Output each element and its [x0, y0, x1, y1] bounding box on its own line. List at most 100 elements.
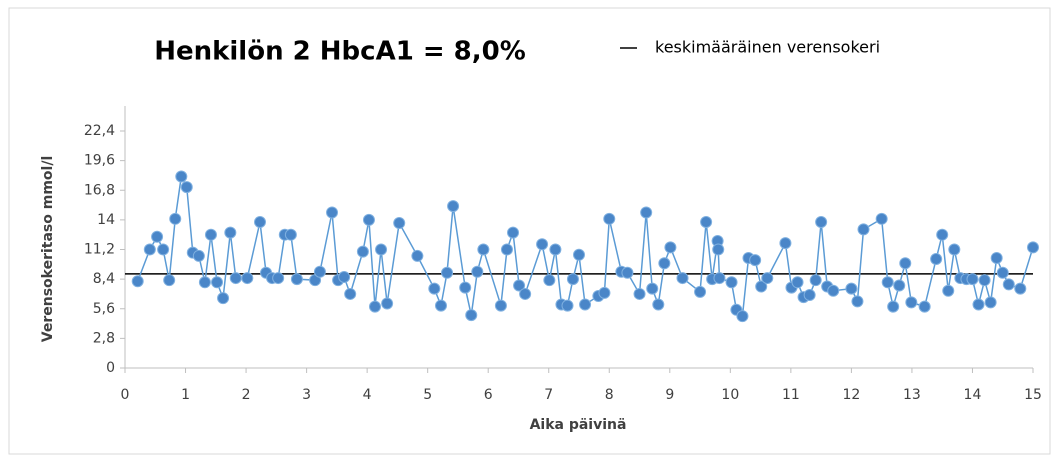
- x-tick-label: 9: [665, 387, 674, 403]
- x-tick-label: 6: [484, 387, 493, 403]
- data-point: [875, 212, 888, 225]
- data-point: [428, 282, 441, 295]
- x-tick-label: 15: [1024, 387, 1042, 403]
- data-point: [566, 273, 579, 286]
- data-point: [356, 245, 369, 258]
- data-point: [984, 296, 997, 309]
- y-tick-label: 14: [97, 212, 115, 228]
- data-point: [507, 226, 520, 239]
- data-point: [224, 226, 237, 239]
- x-tick-label: 11: [782, 387, 800, 403]
- data-point: [131, 275, 144, 288]
- data-point: [447, 200, 460, 213]
- data-point: [694, 285, 707, 298]
- data-point: [966, 273, 979, 286]
- data-point: [779, 237, 792, 250]
- data-point: [513, 279, 526, 292]
- x-tick-label: 1: [181, 387, 190, 403]
- data-point: [143, 243, 156, 256]
- x-tick-label: 7: [544, 387, 553, 403]
- data-point: [519, 287, 532, 300]
- data-point: [809, 274, 822, 287]
- data-point: [990, 251, 1003, 264]
- y-tick-label: 0: [106, 360, 115, 376]
- x-tick-label: 4: [363, 387, 372, 403]
- data-point: [494, 299, 507, 312]
- data-point: [918, 300, 931, 313]
- data-point: [381, 297, 394, 310]
- data-point: [603, 212, 616, 225]
- data-point: [713, 272, 726, 285]
- x-tick-label: 5: [423, 387, 432, 403]
- data-point: [536, 238, 549, 251]
- data-point: [905, 296, 918, 309]
- data-point: [761, 272, 774, 285]
- data-point: [192, 249, 205, 262]
- data-point: [204, 228, 217, 241]
- data-point: [633, 287, 646, 300]
- chart-title: Henkilön 2 HbcA1 = 8,0%: [154, 37, 526, 67]
- data-point: [151, 230, 164, 243]
- data-point: [369, 300, 382, 313]
- data-point: [978, 274, 991, 287]
- data-point: [253, 215, 266, 228]
- x-tick-label: 10: [721, 387, 739, 403]
- data-point: [393, 217, 406, 230]
- data-point: [899, 257, 912, 270]
- data-point: [815, 215, 828, 228]
- data-point: [881, 276, 894, 289]
- y-tick-label: 2,8: [93, 330, 115, 346]
- data-point: [857, 223, 870, 236]
- data-point: [646, 282, 659, 295]
- data-point: [791, 276, 804, 289]
- x-axis-label: Aika päivinä: [530, 417, 627, 433]
- data-point: [465, 309, 478, 322]
- data-point: [344, 287, 357, 300]
- data-point: [725, 276, 738, 289]
- data-point: [272, 272, 285, 285]
- data-point: [477, 243, 490, 256]
- data-point: [338, 271, 351, 284]
- y-tick-label: 16,8: [84, 182, 115, 198]
- x-tick-label: 13: [903, 387, 921, 403]
- data-point: [640, 206, 653, 219]
- data-point: [887, 300, 900, 313]
- data-point: [290, 273, 303, 286]
- data-point: [936, 228, 949, 241]
- x-tick-label: 3: [302, 387, 311, 403]
- data-point: [561, 299, 574, 312]
- data-point: [163, 274, 176, 287]
- data-point: [362, 213, 375, 226]
- data-point: [375, 243, 388, 256]
- data-point: [851, 295, 864, 308]
- data-point: [598, 286, 611, 299]
- data-point: [157, 243, 170, 256]
- data-point: [313, 265, 326, 278]
- x-tick-label: 2: [242, 387, 251, 403]
- data-point: [326, 206, 339, 219]
- data-point: [621, 266, 634, 279]
- data-point: [217, 292, 230, 305]
- legend-label: keskimääräinen verensokeri: [655, 38, 880, 57]
- data-point: [948, 243, 961, 256]
- data-point: [652, 298, 665, 311]
- data-point: [1002, 278, 1015, 291]
- data-point: [459, 281, 472, 294]
- data-point: [755, 280, 768, 293]
- y-tick-label: 5,6: [93, 301, 115, 317]
- data-point: [198, 276, 211, 289]
- x-tick-label: 0: [121, 387, 130, 403]
- data-point: [736, 310, 749, 323]
- data-point: [169, 212, 182, 225]
- data-point: [827, 284, 840, 297]
- data-point: [411, 249, 424, 262]
- data-point: [996, 266, 1009, 279]
- data-point: [803, 288, 816, 301]
- data-point: [549, 243, 562, 256]
- x-tick-label: 14: [964, 387, 982, 403]
- y-tick-label: 22,4: [84, 123, 115, 139]
- data-point: [1014, 282, 1027, 295]
- data-point: [942, 284, 955, 297]
